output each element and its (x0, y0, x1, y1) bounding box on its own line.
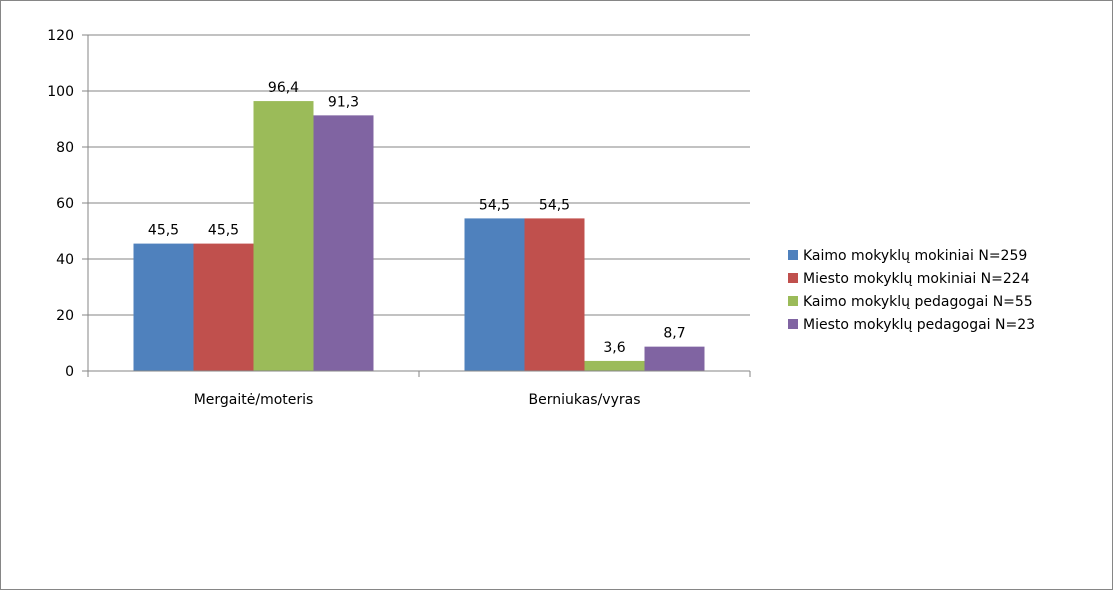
legend-swatch (788, 250, 798, 260)
legend: Kaimo mokyklų mokiniai N=259 Miesto mokyk… (788, 248, 1035, 333)
x-tick-label: Mergaitė/moteris (194, 392, 314, 408)
legend-label: Kaimo mokyklų mokiniai N=259 (803, 248, 1027, 264)
legend-swatch (788, 273, 798, 283)
bar (313, 115, 374, 371)
data-label: 54,5 (479, 197, 510, 213)
data-label: 96,4 (268, 80, 299, 96)
bars (133, 101, 705, 371)
legend-swatch (788, 319, 798, 329)
legend-label: Miesto mokyklų pedagogai N=23 (803, 317, 1035, 333)
y-tick-label: 60 (56, 196, 74, 212)
y-tick-label: 40 (56, 252, 74, 268)
legend-swatch (788, 296, 798, 306)
y-tick-label: 0 (65, 364, 74, 380)
legend-label: Miesto mokyklų mokiniai N=224 (803, 271, 1030, 287)
y-tick-label: 20 (56, 308, 74, 324)
data-label: 54,5 (539, 197, 570, 213)
bar (193, 243, 254, 371)
axes: 0 20 40 60 80 100 120 Mergaitė/moteris Berniukas… (47, 28, 751, 408)
y-tick-label: 80 (56, 140, 74, 156)
data-label: 8,7 (663, 326, 685, 342)
y-tick-label: 120 (47, 28, 74, 44)
legend-label: Kaimo mokyklų pedagogai N=55 (803, 294, 1033, 310)
bar (584, 360, 645, 371)
bar (464, 218, 525, 371)
bar (253, 101, 314, 371)
bar (133, 243, 194, 371)
data-label: 91,3 (328, 94, 359, 110)
x-tick-label: Berniukas/vyras (528, 392, 640, 408)
y-tick-label: 100 (47, 84, 74, 100)
data-label: 3,6 (603, 340, 625, 356)
data-labels: 45,5 54,5 45,5 54,5 96,4 3,6 91,3 8,7 (148, 80, 686, 356)
bar (644, 346, 705, 371)
bar (524, 218, 585, 371)
data-label: 45,5 (208, 223, 239, 239)
data-label: 45,5 (148, 223, 179, 239)
